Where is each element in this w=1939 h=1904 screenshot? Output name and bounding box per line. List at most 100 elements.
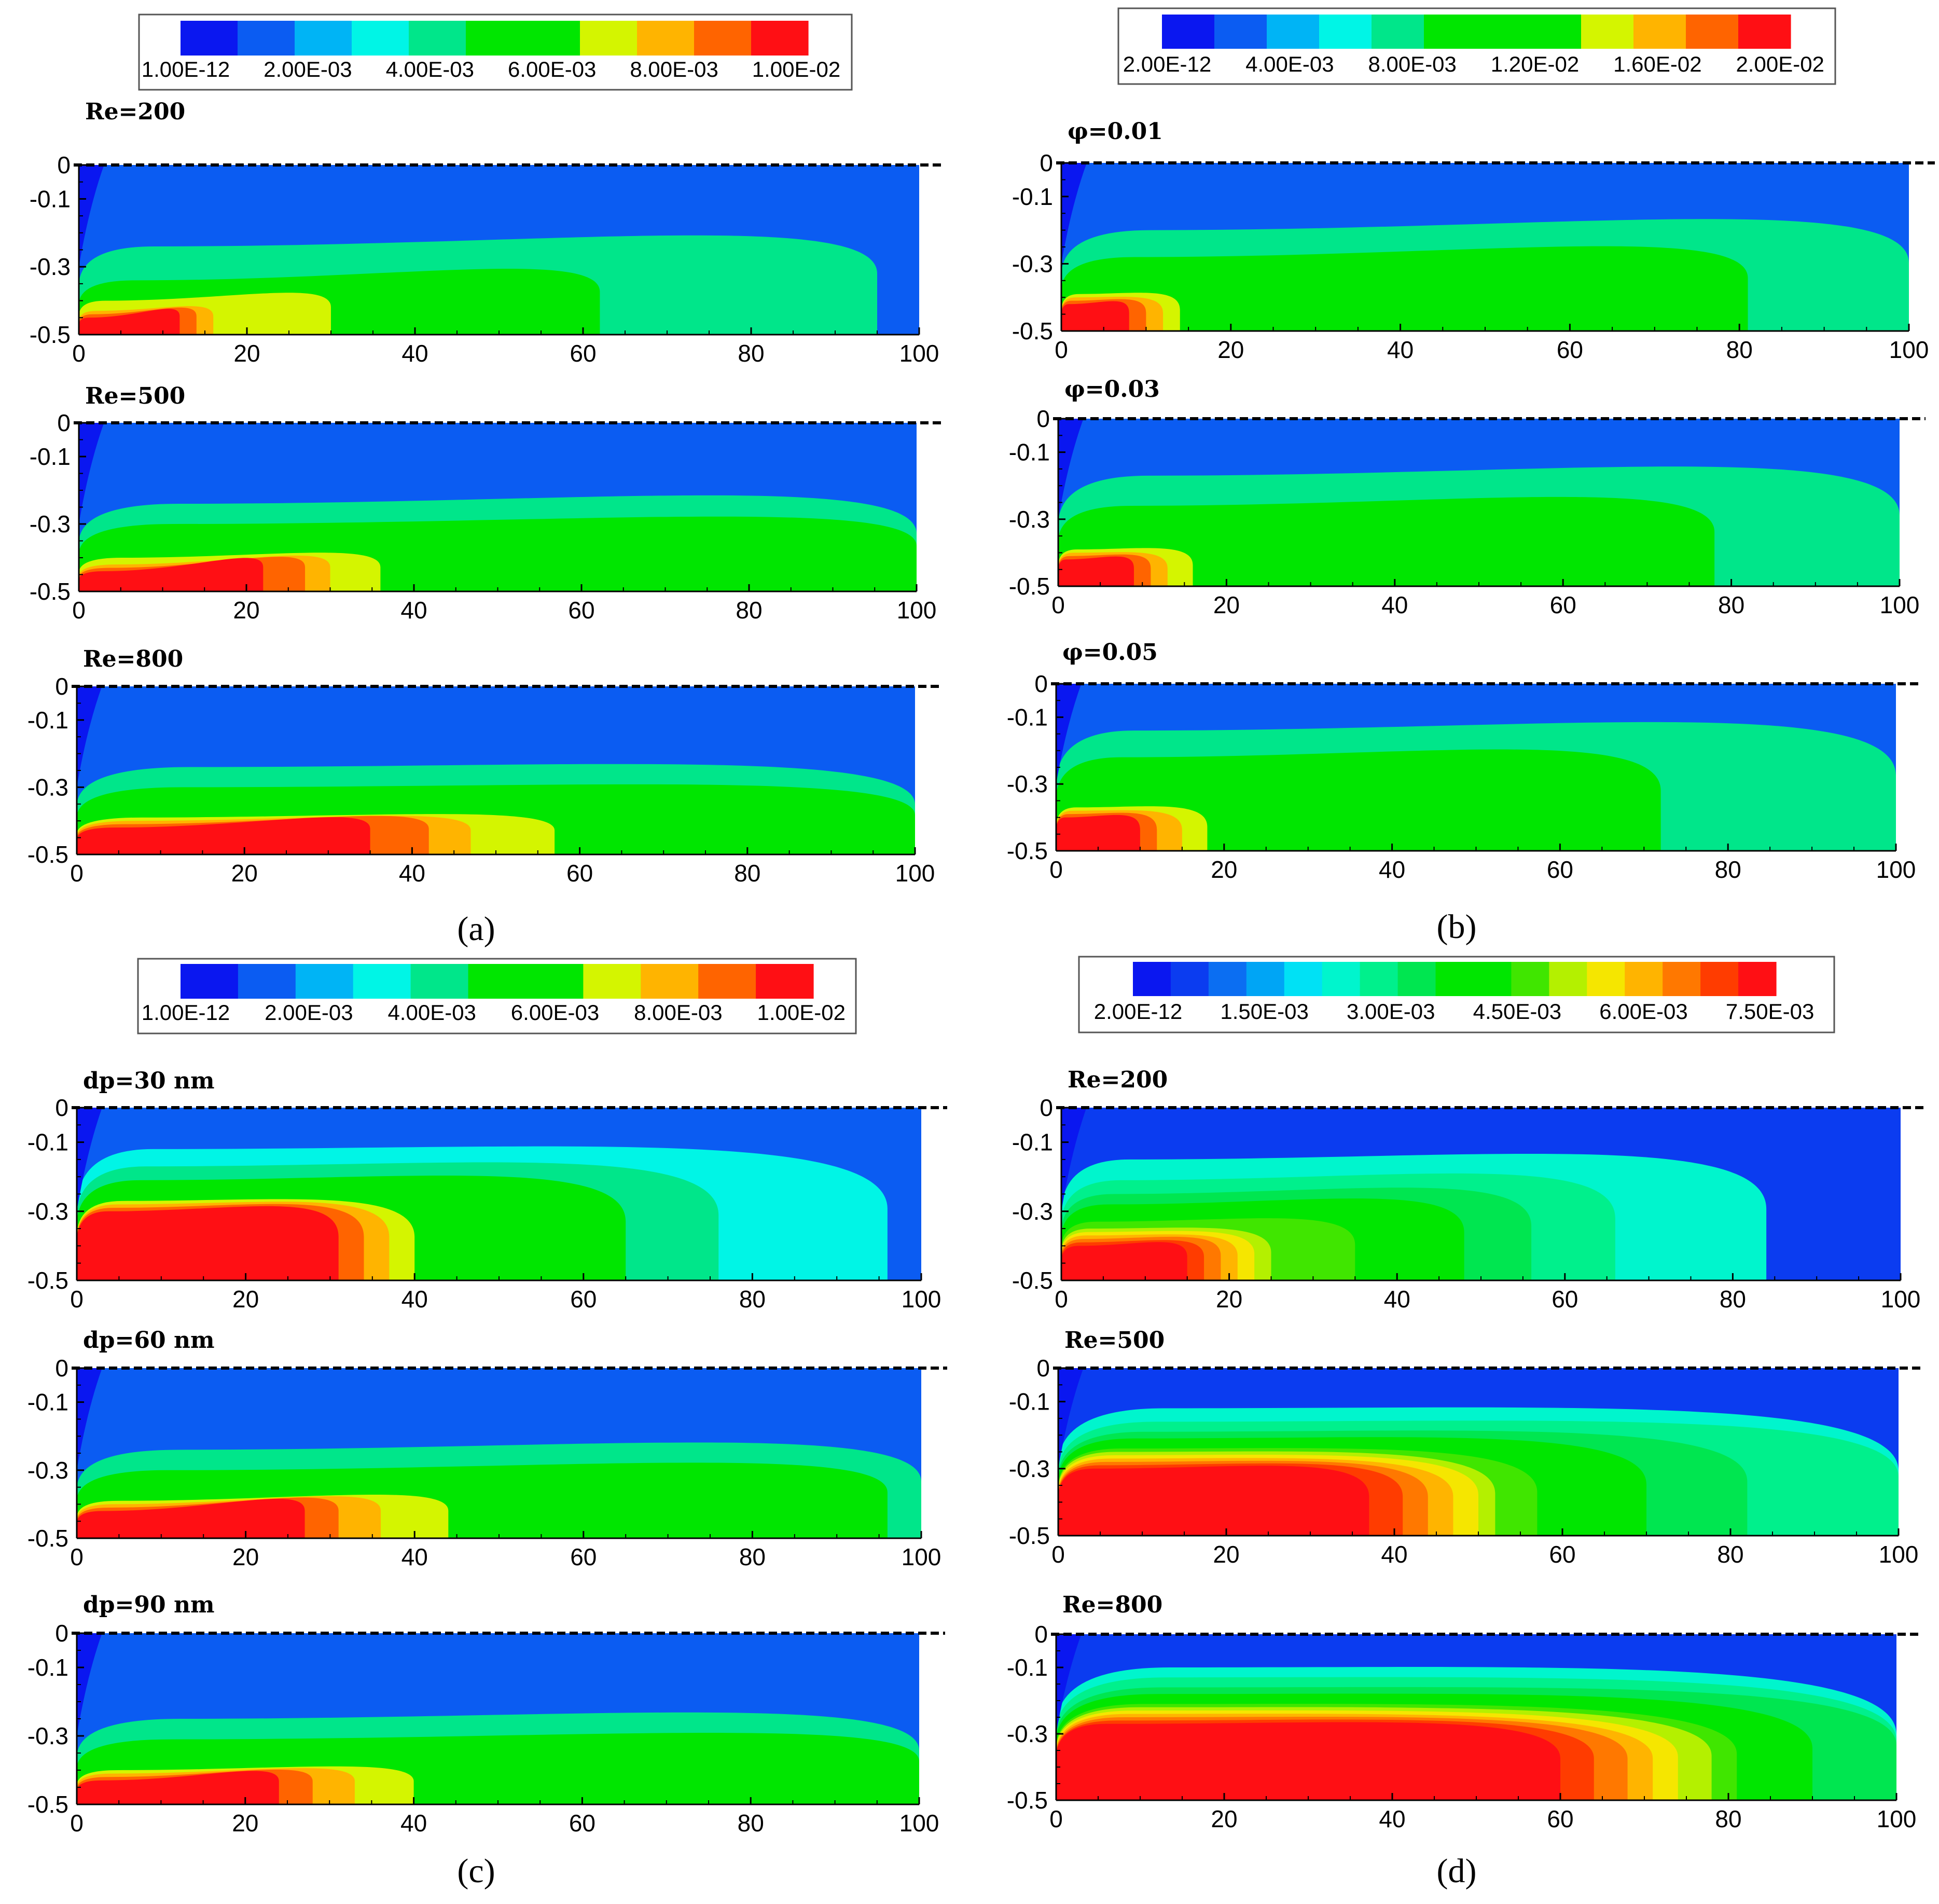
colorbar-swatch xyxy=(1633,15,1686,49)
contour-band xyxy=(1056,1722,1560,1800)
colorbar-swatch xyxy=(468,964,527,999)
panel-label: (c) xyxy=(457,1852,495,1890)
contour-field xyxy=(77,1633,919,1804)
colorbar-tick-label: 6.00E-03 xyxy=(511,1000,599,1025)
colorbar-swatch xyxy=(238,964,296,999)
colorbar-swatch xyxy=(1511,962,1549,996)
y-tick-label: -0.3 xyxy=(27,774,68,801)
subplot-title: φ=0.03 xyxy=(1064,376,1160,403)
x-tick-label: 100 xyxy=(895,860,935,887)
y-tick-label: -0.5 xyxy=(30,321,71,348)
y-tick-label: -0.3 xyxy=(1007,1720,1048,1747)
x-tick-label: 60 xyxy=(1547,1805,1573,1832)
panel-label: (a) xyxy=(457,910,495,948)
colorbar-swatch xyxy=(523,21,580,56)
contour-plot: Re=800 0 20 40 60 80 100 0 -0.1 -0.3 -0.5 xyxy=(27,646,941,887)
x-tick-label: 0 xyxy=(70,1286,84,1313)
contour-band xyxy=(1058,1466,1369,1536)
x-tick-label: 80 xyxy=(1715,856,1741,883)
colorbar-tick-label: 2.00E-02 xyxy=(1736,52,1824,76)
contour-band xyxy=(1058,556,1134,586)
y-tick-label: -0.5 xyxy=(27,1267,68,1294)
contour-plot: Re=500 0 20 40 60 80 100 0 -0.1 -0.3 -0.5 xyxy=(30,383,943,624)
panel-label: (d) xyxy=(1437,1852,1477,1890)
x-tick-label: 100 xyxy=(899,340,939,367)
colorbar-tick-label: 2.00E-12 xyxy=(1094,999,1182,1024)
colorbar-tick-label: 3.00E-03 xyxy=(1347,999,1435,1024)
x-tick-label: 100 xyxy=(897,597,937,624)
y-tick-label: 0 xyxy=(1036,405,1050,432)
y-tick-label: -0.3 xyxy=(1012,1198,1053,1225)
x-tick-label: 0 xyxy=(70,860,84,887)
colorbar-swatch xyxy=(1372,15,1424,49)
colorbar-swatch xyxy=(637,21,695,56)
y-tick-label: -0.5 xyxy=(1007,1787,1048,1814)
contour-field xyxy=(79,165,919,335)
x-tick-label: 100 xyxy=(1876,856,1916,883)
x-tick-label: 40 xyxy=(1387,336,1414,363)
contour-band xyxy=(1056,684,1082,784)
colorbar-swatch xyxy=(1284,962,1323,996)
y-tick-label: -0.3 xyxy=(27,1198,68,1225)
subplot-title: Re=200 xyxy=(85,99,185,125)
x-tick-label: 80 xyxy=(739,1543,766,1570)
colorbar-swatch xyxy=(1529,15,1582,49)
contour-band xyxy=(79,558,264,591)
x-tick-label: 100 xyxy=(1880,591,1920,618)
contour-plot: Re=800 0 20 40 60 80 100 0 -0.1 -0.3 -0.5 xyxy=(1007,1592,1922,1832)
panel-c: 1.00E-12 2.00E-03 4.00E-03 6.00E-03 8.00E-03… xyxy=(27,958,947,1890)
contour-plot: Re=200 0 20 40 60 80 100 0 -0.1 -0.3 -0.5 xyxy=(30,99,945,367)
x-tick-label: 60 xyxy=(570,1286,597,1313)
colorbar-tick-label: 2.00E-03 xyxy=(264,57,352,81)
y-tick-label: -0.1 xyxy=(1012,183,1053,210)
colorbar-swatch xyxy=(352,21,409,56)
x-tick-label: 20 xyxy=(1213,1541,1239,1568)
colorbar-swatch xyxy=(1360,962,1398,996)
y-tick-label: 0 xyxy=(55,673,68,700)
contour-band xyxy=(77,1499,305,1538)
x-tick-label: 20 xyxy=(1217,336,1244,363)
x-tick-label: 100 xyxy=(902,1543,941,1570)
colorbar-tick-label: 8.00E-03 xyxy=(634,1000,722,1025)
colorbar-swatch xyxy=(1581,15,1634,49)
subplot-title: φ=0.01 xyxy=(1068,118,1163,145)
y-tick-label: -0.1 xyxy=(30,185,71,212)
colorbar-swatch xyxy=(295,21,352,56)
subplot-title: φ=0.05 xyxy=(1062,639,1158,666)
subplot-title: Re=200 xyxy=(1068,1067,1168,1093)
y-tick-label: -0.5 xyxy=(27,1791,68,1818)
colorbar-tick-label: 1.00E-02 xyxy=(752,57,840,81)
colorbar-legend: 1.00E-12 2.00E-03 4.00E-03 6.00E-03 8.00E-03… xyxy=(137,958,857,1034)
colorbar-tick-label: 2.00E-12 xyxy=(1123,52,1211,76)
colorbar-swatch xyxy=(181,21,238,56)
colorbar-swatch xyxy=(1738,15,1791,49)
contour-band xyxy=(79,423,104,524)
colorbar-swatch xyxy=(1549,962,1587,996)
contour-band xyxy=(77,686,102,788)
y-tick-label: -0.1 xyxy=(1009,439,1050,466)
y-tick-label: -0.3 xyxy=(27,1722,68,1749)
x-tick-label: 60 xyxy=(568,597,594,624)
colorbar-tick-label: 4.00E-03 xyxy=(387,1000,476,1025)
x-tick-label: 80 xyxy=(736,597,762,624)
colorbar-swatch xyxy=(181,964,239,999)
subplot-title: dp=90 nm xyxy=(83,1592,215,1618)
x-tick-label: 60 xyxy=(1547,856,1573,883)
contour-field xyxy=(1061,163,1909,331)
contour-plot: dp=90 nm 0 20 40 60 80 100 0 -0.1 -0.3 -0.5 xyxy=(27,1592,945,1837)
x-tick-label: 0 xyxy=(1051,1541,1065,1568)
x-tick-label: 0 xyxy=(1051,591,1065,618)
colorbar-swatch xyxy=(1208,962,1247,996)
colorbar-tick-label: 6.00E-03 xyxy=(508,57,596,81)
x-tick-label: 60 xyxy=(566,860,593,887)
colorbar-swatch xyxy=(1663,962,1701,996)
x-tick-label: 0 xyxy=(70,1810,84,1837)
y-tick-label: 0 xyxy=(55,1355,68,1382)
colorbar-swatch xyxy=(1322,962,1361,996)
contour-band xyxy=(79,309,180,335)
contour-field xyxy=(77,1108,921,1280)
y-tick-label: -0.1 xyxy=(27,1389,68,1416)
colorbar-swatch xyxy=(410,964,469,999)
panel-d: 2.00E-12 1.50E-03 3.00E-03 4.50E-03 6.00E-03… xyxy=(1007,956,1927,1890)
x-tick-label: 100 xyxy=(1879,1541,1919,1568)
